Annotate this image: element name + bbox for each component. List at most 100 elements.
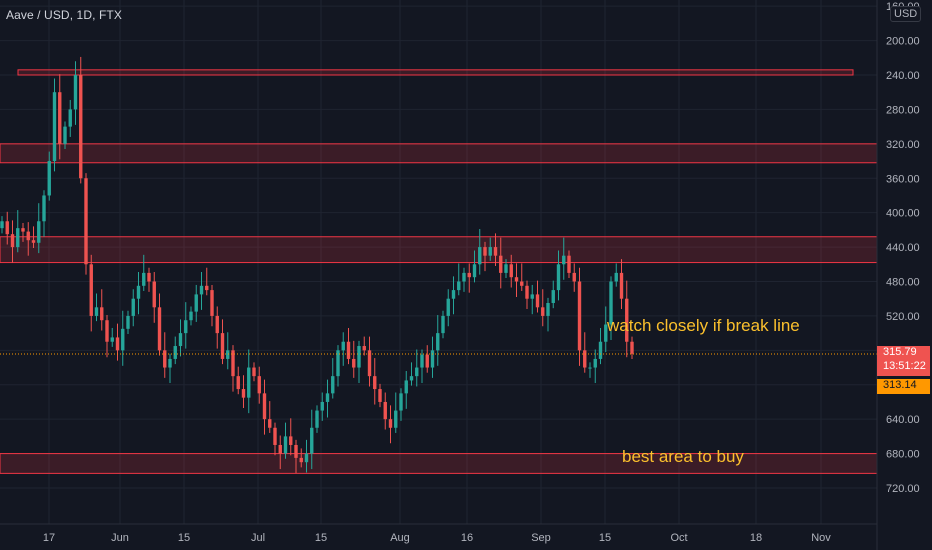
candle-body: [525, 285, 529, 299]
candle-body: [357, 346, 361, 368]
candle-body: [268, 419, 272, 428]
candle-body: [457, 281, 461, 291]
candle-body: [415, 367, 419, 377]
resistance-zone: [17, 69, 854, 76]
candle-body: [604, 324, 608, 342]
candle-body: [399, 393, 403, 411]
candle-body: [115, 337, 120, 351]
candle-body: [42, 195, 46, 222]
price-tick-label: 360.00: [886, 173, 920, 185]
candle-body: [331, 376, 335, 394]
candle-body: [10, 234, 15, 248]
annotation-buy: best area to buy: [622, 447, 744, 466]
candle-body: [105, 320, 109, 342]
candle-body: [362, 346, 366, 351]
time-tick-label: 18: [750, 532, 762, 544]
price-tick-label: 640.00: [886, 414, 920, 426]
candle-body: [226, 350, 230, 359]
candle-body: [210, 290, 214, 316]
candle-body: [346, 341, 351, 359]
candle-body: [26, 231, 30, 241]
candle-body: [504, 264, 508, 273]
annotation-watch: watch closely if break line: [606, 316, 800, 335]
candle-body: [551, 290, 555, 304]
candle-body: [294, 444, 298, 458]
price-tick-label: 320.00: [886, 139, 920, 151]
currency-button[interactable]: USD: [890, 6, 922, 22]
candle-body: [252, 367, 256, 377]
candle-body: [619, 272, 624, 299]
candle-body: [199, 285, 204, 295]
candle-body: [142, 272, 146, 286]
candle-body: [514, 277, 519, 282]
candle-body: [378, 389, 382, 402]
price-tick-label: 520.00: [886, 311, 920, 323]
candle-body: [583, 350, 587, 368]
candle-body: [478, 247, 482, 265]
time-tick-label: 17: [43, 532, 55, 544]
bar-countdown: 13:51:22: [883, 360, 926, 372]
candle-body: [21, 228, 25, 232]
candle-body: [194, 294, 198, 312]
time-tick-label: 15: [315, 532, 327, 544]
candle-body: [404, 380, 408, 394]
candle-body: [131, 298, 135, 316]
price-tick-label: 680.00: [886, 449, 920, 461]
time-axis: 17 Jun 15 Jul 15 Aug 16 Sep 15 Oct 18 Nov: [0, 523, 877, 544]
candle-body: [84, 178, 88, 265]
candle-body: [556, 264, 561, 291]
candle-body: [630, 341, 634, 354]
candle-body: [425, 354, 429, 368]
price-tick-label: 400.00: [886, 208, 920, 220]
candle-body: [352, 358, 356, 368]
candle-body: [441, 315, 445, 334]
candle-body: [577, 281, 582, 351]
time-tick-label: Aug: [390, 532, 410, 544]
candle-body: [247, 367, 251, 398]
candle-body: [530, 294, 534, 299]
candle-body: [58, 92, 62, 144]
candle-body: [262, 393, 267, 420]
candle-body: [94, 307, 99, 316]
candle-body: [121, 328, 125, 351]
price-axis: 720.00680.00640.00600.00560.00520.00480.…: [876, 0, 932, 550]
candle-body: [189, 311, 193, 321]
candle-body: [493, 247, 498, 256]
candle-body: [593, 358, 597, 368]
candle-body: [278, 444, 282, 454]
resistance-zone: [0, 236, 878, 264]
price-tick-label: 200.00: [886, 36, 920, 48]
candle-body: [420, 354, 424, 368]
time-tick-label: 15: [178, 532, 190, 544]
candle-body: [157, 307, 162, 351]
candle-body: [588, 367, 592, 369]
candle-body: [320, 401, 324, 411]
candle-body: [89, 264, 93, 316]
price-axis-bg: [877, 0, 932, 550]
candle-body: [63, 126, 67, 144]
price-tick-label: 440.00: [886, 242, 920, 254]
candle-body: [541, 307, 545, 316]
candle-body: [299, 457, 303, 463]
candle-body: [47, 161, 51, 196]
time-tick-label: Nov: [811, 532, 831, 544]
candle-body: [394, 410, 398, 428]
price-tick-label: 480.00: [886, 277, 920, 289]
time-tick-label: Sep: [531, 532, 551, 544]
resistance-zone: [0, 453, 878, 474]
candle-body: [178, 333, 183, 347]
candle-body: [215, 315, 219, 334]
candle-body: [52, 92, 57, 162]
candle-body: [231, 350, 235, 377]
candle-body: [163, 350, 167, 368]
candle-body: [488, 247, 492, 256]
candle-body: [451, 290, 456, 299]
candle-body: [147, 272, 151, 282]
secondary-price-tag: 313.14: [877, 379, 930, 394]
candle-body: [257, 376, 261, 394]
candle-body: [388, 419, 393, 428]
candle-body: [373, 376, 377, 390]
candle-body: [289, 436, 293, 445]
candle-body: [535, 294, 540, 308]
